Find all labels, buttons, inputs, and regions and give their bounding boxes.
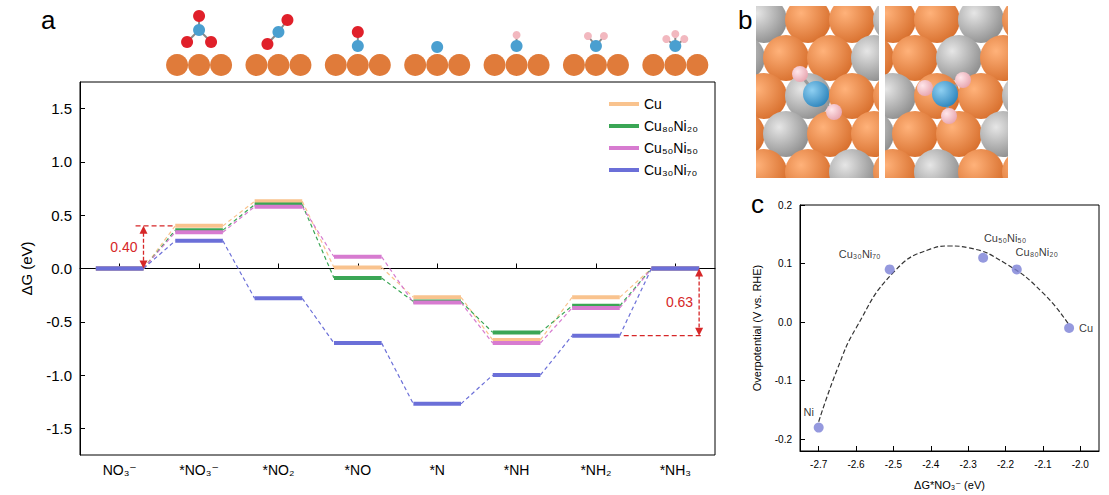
svg-text:Cu: Cu	[644, 96, 662, 112]
svg-text:*NH: *NH	[504, 462, 530, 478]
svg-text:0.2: 0.2	[778, 200, 792, 211]
svg-text:Cu: Cu	[1079, 322, 1093, 334]
svg-text:0.63: 0.63	[666, 294, 693, 310]
svg-text:-2.2: -2.2	[997, 459, 1015, 470]
svg-text:ΔG (eV): ΔG (eV)	[18, 241, 35, 295]
svg-text:-0.1: -0.1	[775, 375, 793, 386]
svg-text:*NO: *NO	[345, 462, 372, 478]
svg-text:-1.5: -1.5	[46, 420, 72, 437]
svg-text:Ni: Ni	[803, 406, 813, 418]
svg-text:Cu₈₀Ni₂₀: Cu₈₀Ni₂₀	[1016, 246, 1058, 258]
svg-text:*NH₃: *NH₃	[660, 462, 691, 478]
svg-text:1.0: 1.0	[51, 153, 72, 170]
svg-text:1.5: 1.5	[51, 100, 72, 117]
svg-text:-2.6: -2.6	[847, 459, 865, 470]
svg-text:*NH₂: *NH₂	[580, 462, 611, 478]
svg-text:-2.4: -2.4	[922, 459, 940, 470]
svg-text:Cu₃₀Ni₇₀: Cu₃₀Ni₇₀	[839, 248, 881, 260]
svg-text:-0.2: -0.2	[775, 434, 793, 445]
svg-text:Cu₃₀Ni₇₀: Cu₃₀Ni₇₀	[644, 162, 697, 178]
svg-text:*NO₃⁻: *NO₃⁻	[179, 462, 219, 478]
svg-text:0.1: 0.1	[778, 258, 792, 269]
svg-text:b: b	[738, 5, 752, 35]
svg-text:ΔG*NO₃⁻ (eV): ΔG*NO₃⁻ (eV)	[914, 479, 985, 491]
svg-text:Cu₅₀Ni₅₀: Cu₅₀Ni₅₀	[644, 140, 698, 156]
svg-text:0.5: 0.5	[51, 207, 72, 224]
svg-text:NO₃⁻: NO₃⁻	[103, 462, 137, 478]
svg-text:Cu₈₀Ni₂₀: Cu₈₀Ni₂₀	[644, 118, 698, 134]
svg-text:-2.3: -2.3	[960, 459, 978, 470]
svg-text:-2.7: -2.7	[810, 459, 828, 470]
svg-text:-2.1: -2.1	[1034, 459, 1052, 470]
svg-text:*N: *N	[429, 462, 445, 478]
svg-text:a: a	[41, 5, 56, 35]
svg-text:Overpotential (V vs. RHE): Overpotential (V vs. RHE)	[751, 265, 763, 392]
svg-text:c: c	[751, 189, 764, 219]
svg-text:-2.5: -2.5	[885, 459, 903, 470]
svg-text:0.40: 0.40	[110, 239, 137, 255]
svg-text:Cu₅₀Ni₅₀: Cu₅₀Ni₅₀	[984, 232, 1026, 244]
svg-text:0.0: 0.0	[51, 260, 72, 277]
svg-text:0.0: 0.0	[778, 317, 792, 328]
svg-text:-2.0: -2.0	[1072, 459, 1090, 470]
svg-text:-0.5: -0.5	[46, 313, 72, 330]
svg-text:-1.0: -1.0	[46, 367, 72, 384]
svg-text:*NO₂: *NO₂	[262, 462, 294, 478]
